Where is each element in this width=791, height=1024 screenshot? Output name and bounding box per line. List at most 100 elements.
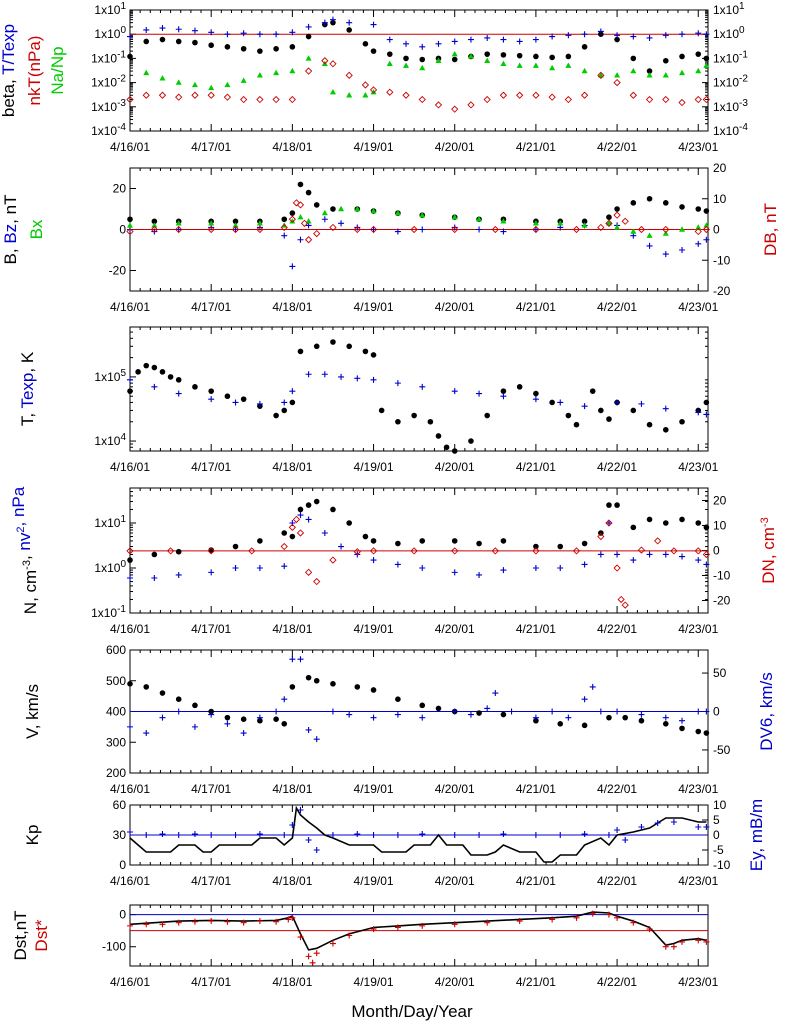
data-point bbox=[386, 51, 393, 57]
right-y-tick-label: -50 bbox=[713, 743, 731, 757]
data-point bbox=[354, 375, 361, 382]
data-point bbox=[305, 674, 312, 681]
data-point bbox=[500, 218, 507, 224]
plot-frame-p1 bbox=[129, 9, 709, 132]
data-point bbox=[451, 832, 458, 838]
x-tick-label: 4/21/01 bbox=[516, 300, 556, 314]
data-point bbox=[500, 60, 507, 66]
data-point bbox=[418, 95, 426, 104]
x-tick-label: 4/23/01 bbox=[678, 300, 718, 314]
data-point bbox=[338, 543, 345, 550]
data-point bbox=[476, 390, 483, 397]
data-point bbox=[451, 921, 458, 928]
data-point bbox=[143, 921, 150, 928]
data-point bbox=[353, 225, 361, 234]
data-point bbox=[484, 51, 490, 57]
data-point bbox=[500, 831, 507, 837]
data-point bbox=[637, 546, 646, 554]
right-y-tick-label: -10 bbox=[713, 569, 731, 583]
data-point bbox=[516, 918, 523, 925]
data-point bbox=[443, 444, 450, 451]
data-point bbox=[614, 72, 621, 78]
data-point bbox=[281, 399, 288, 406]
data-point bbox=[630, 557, 637, 564]
data-point bbox=[589, 910, 596, 917]
data-point bbox=[305, 726, 312, 733]
data-point bbox=[362, 533, 369, 540]
data-point bbox=[175, 220, 182, 226]
data-point bbox=[127, 216, 133, 223]
x-tick-label: 4/17/01 bbox=[191, 300, 231, 314]
data-point bbox=[613, 211, 621, 219]
data-point bbox=[476, 710, 482, 716]
data-point bbox=[695, 51, 702, 57]
data-point bbox=[702, 95, 711, 104]
data-point bbox=[208, 220, 215, 226]
data-point bbox=[378, 407, 385, 414]
data-point bbox=[143, 362, 150, 369]
data-point bbox=[151, 218, 158, 225]
data-point bbox=[516, 384, 523, 390]
data-point bbox=[419, 714, 426, 721]
data-point bbox=[289, 656, 296, 663]
data-point bbox=[410, 547, 418, 555]
data-point bbox=[313, 577, 321, 586]
data-point bbox=[646, 516, 653, 523]
y-tick-label: -20 bbox=[109, 264, 127, 278]
series-line bbox=[129, 805, 707, 863]
data-point bbox=[273, 716, 279, 722]
data-point bbox=[394, 209, 401, 216]
data-point bbox=[297, 214, 304, 220]
data-point bbox=[703, 236, 710, 243]
data-point bbox=[491, 547, 499, 555]
data-point bbox=[354, 831, 361, 837]
x-tick-label: 4/22/01 bbox=[597, 300, 637, 314]
y-tick-label: 200 bbox=[106, 766, 126, 780]
x-tick-label: 4/18/01 bbox=[272, 874, 312, 888]
right-y-axis-label: Ey, mB/m bbox=[747, 799, 766, 871]
data-point bbox=[127, 681, 133, 687]
data-point bbox=[313, 229, 321, 238]
y-tick-label: 1x10-1 bbox=[91, 49, 126, 65]
data-point bbox=[289, 914, 296, 921]
data-point bbox=[605, 220, 612, 226]
data-point bbox=[557, 543, 564, 550]
x-tick-label: 4/16/01 bbox=[110, 460, 150, 474]
right-y-tick-label: 1x10-3 bbox=[713, 98, 748, 114]
data-point bbox=[231, 225, 240, 234]
data-point bbox=[614, 551, 621, 558]
y-axis-label: Kp bbox=[23, 825, 42, 846]
data-point bbox=[702, 225, 711, 234]
data-point bbox=[394, 711, 401, 718]
data-point bbox=[451, 224, 458, 231]
data-point bbox=[126, 95, 134, 104]
y-axis-label: T, Texp, K bbox=[18, 351, 37, 426]
y-axis-label-2: Bx bbox=[27, 219, 46, 239]
data-point bbox=[419, 383, 426, 390]
data-point bbox=[256, 95, 264, 104]
right-y-tick-label: 5 bbox=[713, 813, 720, 827]
data-point bbox=[679, 31, 686, 38]
data-point bbox=[175, 548, 182, 555]
data-point bbox=[532, 832, 539, 838]
data-point bbox=[703, 208, 710, 214]
data-point bbox=[281, 832, 288, 838]
data-point bbox=[451, 448, 458, 454]
data-point bbox=[240, 77, 247, 83]
data-point bbox=[419, 702, 426, 709]
data-point bbox=[321, 529, 328, 536]
data-point bbox=[533, 53, 539, 60]
data-point bbox=[670, 819, 677, 825]
data-point bbox=[679, 418, 685, 425]
x-tick-label: 4/17/01 bbox=[191, 874, 231, 888]
data-point bbox=[151, 383, 158, 390]
data-point bbox=[419, 43, 426, 50]
data-point bbox=[565, 714, 572, 721]
data-point bbox=[484, 412, 490, 419]
data-point bbox=[208, 708, 214, 715]
data-point bbox=[532, 547, 540, 555]
data-point bbox=[646, 68, 653, 74]
data-point bbox=[605, 911, 612, 918]
data-point bbox=[305, 502, 312, 508]
right-y-axis-label: DV6, km/s bbox=[757, 672, 776, 750]
